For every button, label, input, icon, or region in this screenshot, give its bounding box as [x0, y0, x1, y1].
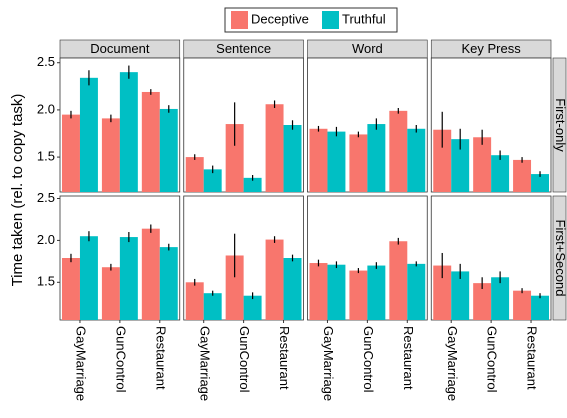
bar — [433, 129, 452, 192]
x-tick-label: GayMarriage — [321, 326, 336, 401]
bar — [309, 128, 328, 192]
y-tick-label: 2.5 — [37, 54, 55, 69]
bar — [141, 228, 160, 320]
bar — [349, 134, 368, 192]
bar — [61, 258, 80, 320]
strip-label: Key Press — [462, 41, 522, 56]
y-tick-label: 2.0 — [37, 232, 55, 247]
y-tick-label: 2.0 — [37, 101, 55, 116]
x-tick-label: GunControl — [485, 326, 500, 393]
y-tick-label: 1.5 — [37, 149, 55, 164]
bar — [283, 258, 302, 320]
bar — [451, 139, 470, 192]
strip — [552, 195, 567, 321]
bar — [407, 128, 426, 192]
bar — [389, 110, 408, 192]
bar — [79, 77, 98, 192]
bar — [203, 169, 222, 192]
bar — [473, 137, 492, 192]
bar — [243, 177, 262, 192]
strip-label: Word — [352, 41, 383, 56]
bar — [491, 155, 510, 192]
bar — [327, 131, 346, 192]
bar — [265, 239, 284, 320]
bar — [513, 159, 532, 192]
x-tick-label: GunControl — [361, 326, 376, 393]
bar — [513, 290, 532, 320]
x-tick-label: Restaurant — [153, 326, 168, 390]
y-axis-label: Time taken (rel. to copy task) — [9, 94, 26, 287]
x-tick-label: Restaurant — [401, 326, 416, 390]
strip-label: First-only — [553, 98, 567, 152]
bar — [243, 295, 262, 320]
x-tick-label: Restaurant — [277, 326, 292, 390]
bar — [531, 295, 550, 320]
bar — [119, 72, 138, 192]
bar — [101, 267, 120, 320]
strip-label: First+Second — [553, 220, 567, 297]
bar — [159, 247, 178, 320]
legend-label: Deceptive — [251, 11, 309, 26]
strip — [552, 57, 567, 193]
bar — [79, 236, 98, 320]
bar — [185, 157, 204, 192]
bar — [367, 265, 386, 320]
legend-box — [224, 7, 398, 33]
strip-label: Sentence — [216, 41, 271, 56]
bar — [433, 265, 452, 320]
x-tick-label: GunControl — [237, 326, 252, 393]
bar — [491, 277, 510, 320]
bar — [141, 91, 160, 192]
bar — [389, 241, 408, 320]
y-tick-label: 2.5 — [37, 190, 55, 205]
legend-key — [322, 11, 339, 29]
x-tick-label: GayMarriage — [74, 326, 89, 401]
y-tick-label: 1.5 — [37, 274, 55, 289]
bar — [225, 255, 244, 320]
bar — [309, 263, 328, 320]
bar — [101, 118, 120, 192]
strip-label: Document — [90, 41, 150, 56]
legend-label: Truthful — [342, 11, 386, 26]
bar — [185, 282, 204, 320]
x-tick-label: GunControl — [113, 326, 128, 393]
bar — [265, 104, 284, 192]
bar — [473, 283, 492, 320]
bar — [225, 124, 244, 192]
x-tick-label: GayMarriage — [197, 326, 212, 401]
bar — [407, 263, 426, 320]
bar — [159, 108, 178, 192]
bar — [61, 114, 80, 192]
bar — [283, 125, 302, 192]
legend-key — [231, 11, 248, 29]
bar — [349, 270, 368, 320]
x-tick-label: GayMarriage — [445, 326, 460, 401]
bar — [451, 271, 470, 320]
bar — [327, 264, 346, 320]
bar — [367, 124, 386, 192]
bar — [203, 293, 222, 320]
bar — [531, 174, 550, 192]
x-tick-label: Restaurant — [525, 326, 540, 390]
bar — [119, 237, 138, 320]
